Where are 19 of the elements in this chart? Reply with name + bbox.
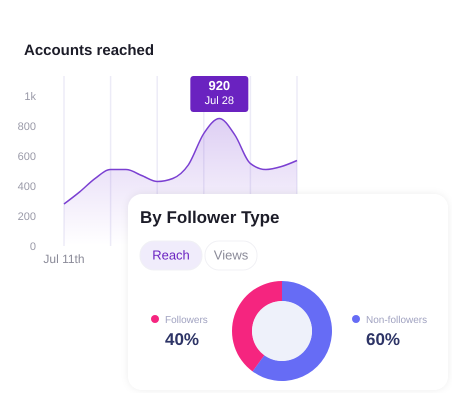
y-tick-label: 0 (30, 240, 36, 253)
data-label: 40% (165, 330, 200, 349)
chart-title: By Follower Type (140, 208, 280, 227)
data-label: 60% (366, 330, 400, 349)
x-tick-label: Jul 11th (43, 252, 85, 266)
text: 920 (208, 78, 230, 93)
donut-slice (232, 281, 282, 372)
donut-slice (252, 281, 332, 381)
legend-label: Non-followers (366, 315, 428, 326)
text: Reach (152, 248, 190, 262)
text: Views (214, 248, 249, 262)
legend-label: Followers (165, 315, 208, 326)
annotation: Jul 28 (204, 95, 234, 107)
y-tick-label: 200 (18, 210, 36, 223)
y-tick-label: 400 (18, 180, 36, 193)
y-tick-label: 600 (18, 150, 36, 163)
chart-title: Accounts reached (24, 42, 154, 59)
y-tick-label: 1k (24, 90, 36, 103)
y-tick-label: 800 (18, 120, 36, 133)
